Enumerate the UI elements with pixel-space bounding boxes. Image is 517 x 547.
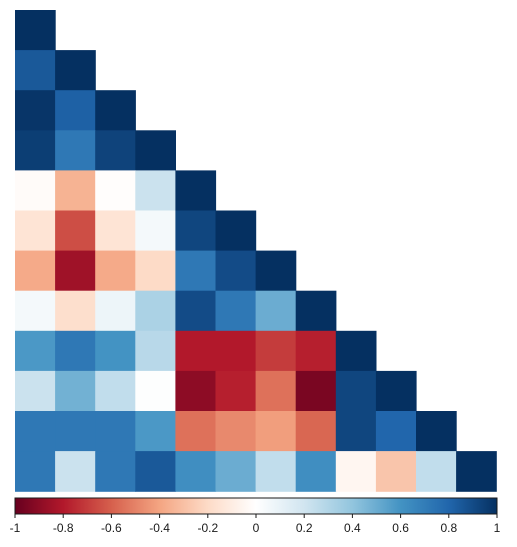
heatmap-cell-r8-c7 [295, 330, 337, 372]
heatmap-cell-r4-c0 [15, 170, 56, 212]
heatmap-cell-r7-c6 [255, 290, 297, 332]
heatmap-cell-r9-c0 [15, 370, 56, 412]
heatmap-cell-r2-c0 [15, 90, 56, 131]
heatmap-cell-r6-c2 [95, 250, 136, 292]
heatmap-cell-r6-c6 [255, 250, 297, 292]
heatmap-cell-r10-c4 [175, 411, 217, 452]
heatmap-cell-r11-c3 [135, 451, 176, 492]
heatmap-cell-r9-c3 [135, 370, 176, 412]
heatmap-cell-r11-c1 [55, 451, 96, 492]
colorbar-gradient [14, 497, 498, 515]
heatmap-cell-r9-c1 [55, 370, 96, 412]
heatmap-cell-r3-c1 [55, 130, 96, 171]
heatmap-cell-r11-c4 [175, 451, 217, 492]
heatmap-cell-r10-c5 [215, 411, 257, 452]
heatmap-cell-r0-c0 [15, 10, 56, 51]
heatmap-cell-r9-c7 [295, 370, 337, 412]
heatmap-cell-r8-c6 [255, 330, 297, 372]
heatmap-cell-r11-c11 [456, 451, 497, 492]
heatmap-cell-r5-c5 [215, 210, 257, 252]
heatmap-cell-r10-c3 [135, 411, 176, 452]
heatmap-cell-r3-c0 [15, 130, 56, 171]
colorbar-tick-label: -1 [10, 521, 21, 535]
heatmap-cell-r1-c1 [55, 50, 96, 91]
heatmap-cell-r7-c5 [215, 290, 257, 332]
heatmap-cell-r6-c1 [55, 250, 96, 292]
heatmap-cell-r8-c5 [215, 330, 257, 372]
heatmap-cell-r9-c4 [175, 370, 217, 412]
heatmap-cell-r5-c4 [175, 210, 217, 252]
heatmap-cell-r8-c4 [175, 330, 217, 372]
colorbar-ticks: -1 -0.8 -0.6 -0.4 -0.2 0 0.2 0.4 0.6 0.8 1 [10, 514, 501, 535]
heatmap-cell-r5-c0 [15, 210, 56, 252]
heatmap-cell-r8-c3 [135, 330, 176, 372]
heatmap-cell-r7-c2 [95, 290, 136, 332]
heatmap-cell-r9-c8 [335, 370, 377, 412]
heatmap-cell-r7-c4 [175, 290, 217, 332]
heatmap-cell-r1-c0 [15, 50, 56, 91]
colorbar-tick-label: 0 [253, 521, 260, 535]
heatmap-cells [15, 10, 497, 492]
heatmap-cell-r10-c10 [416, 411, 457, 452]
heatmap-cell-r6-c4 [175, 250, 217, 292]
heatmap-cell-r4-c2 [95, 170, 136, 212]
heatmap-cell-r7-c3 [135, 290, 176, 332]
heatmap-cell-r11-c9 [375, 451, 417, 492]
heatmap-cell-r3-c2 [95, 130, 136, 171]
heatmap-cell-r6-c0 [15, 250, 56, 292]
heatmap-cell-r5-c3 [135, 210, 176, 252]
heatmap-cell-r11-c2 [95, 451, 136, 492]
heatmap-cell-r8-c1 [55, 330, 96, 372]
heatmap-cell-r11-c5 [215, 451, 257, 492]
heatmap-cell-r5-c2 [95, 210, 136, 252]
heatmap-cell-r11-c7 [295, 451, 337, 492]
heatmap-cell-r10-c0 [15, 411, 56, 452]
colorbar-tick-label: -0.8 [53, 521, 74, 535]
heatmap-cell-r11-c8 [335, 451, 377, 492]
colorbar-tick-label: 0.8 [440, 521, 457, 535]
heatmap-cell-r10-c2 [95, 411, 136, 452]
heatmap-cell-r8-c2 [95, 330, 136, 372]
heatmap-cell-r2-c1 [55, 90, 96, 131]
colorbar-tick-label: 0.2 [296, 521, 313, 535]
heatmap-cell-r7-c0 [15, 290, 56, 332]
heatmap-cell-r7-c7 [295, 290, 337, 332]
heatmap-cell-r3-c3 [135, 130, 176, 171]
colorbar-tick-label: -0.4 [149, 521, 170, 535]
heatmap-cell-r5-c1 [55, 210, 96, 252]
heatmap-cell-r11-c6 [255, 451, 297, 492]
heatmap-cell-r10-c6 [255, 411, 297, 452]
heatmap-cell-r10-c7 [295, 411, 337, 452]
heatmap-cell-r2-c2 [95, 90, 136, 131]
colorbar-tick-label: -0.6 [101, 521, 122, 535]
heatmap-cell-r9-c2 [95, 370, 136, 412]
colorbar-tick-label: -0.2 [197, 521, 218, 535]
heatmap-cell-r8-c0 [15, 330, 56, 372]
colorbar: -1 -0.8 -0.6 -0.4 -0.2 0 0.2 0.4 0.6 0.8 1 [10, 497, 501, 535]
colorbar-tick-label: 1 [494, 521, 501, 535]
heatmap-cell-r4-c1 [55, 170, 96, 212]
heatmap-cell-r4-c4 [175, 170, 217, 212]
heatmap-cell-r6-c5 [215, 250, 257, 292]
heatmap-cell-r10-c9 [375, 411, 417, 452]
heatmap-cell-r4-c3 [135, 170, 176, 212]
heatmap-cell-r9-c5 [215, 370, 257, 412]
heatmap-cell-r7-c1 [55, 290, 96, 332]
heatmap-cell-r6-c3 [135, 250, 176, 292]
heatmap-cell-r11-c10 [416, 451, 457, 492]
colorbar-tick-label: 0.4 [344, 521, 361, 535]
heatmap-cell-r9-c6 [255, 370, 297, 412]
colorbar-tick-label: 0.6 [392, 521, 409, 535]
heatmap-cell-r9-c9 [375, 370, 417, 412]
heatmap-cell-r8-c8 [335, 330, 377, 372]
heatmap-cell-r11-c0 [15, 451, 56, 492]
heatmap-cell-r10-c1 [55, 411, 96, 452]
heatmap-cell-r10-c8 [335, 411, 377, 452]
